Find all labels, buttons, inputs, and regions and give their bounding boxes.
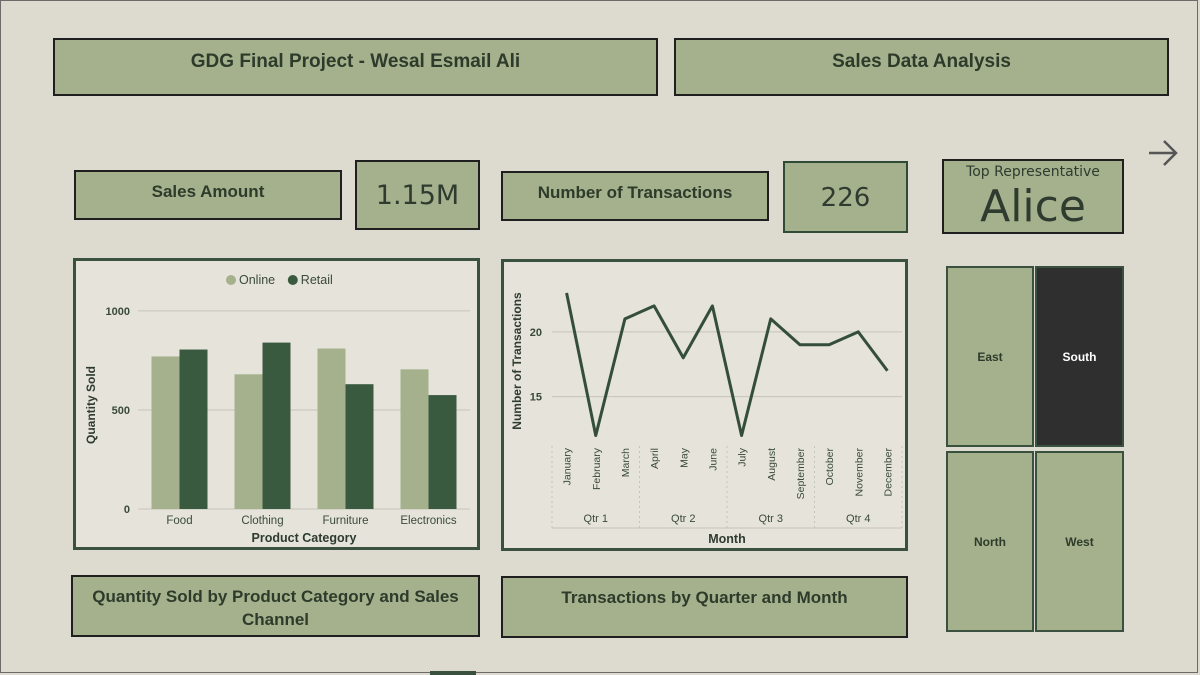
bar-retail — [179, 349, 208, 509]
bar-online — [234, 374, 263, 509]
month-label: January — [562, 447, 574, 485]
line-chart-caption-box: Transactions by Quarter and Month — [501, 576, 908, 638]
x-tick-label: Furniture — [322, 515, 368, 527]
bar-retail — [345, 384, 374, 509]
month-label: August — [766, 448, 778, 481]
region-label: South — [1062, 349, 1097, 364]
project-title-box: GDG Final Project - Wesal Esmail Ali — [53, 38, 658, 96]
bar-chart-caption: Quantity Sold by Product Category and Sa… — [92, 587, 459, 629]
month-label: July — [737, 447, 749, 466]
bar-chart-caption-box: Quantity Sold by Product Category and Sa… — [71, 575, 480, 637]
quarter-label: Qtr 1 — [584, 513, 608, 525]
region-tile-north[interactable]: North — [946, 451, 1034, 632]
region-tile-east[interactable]: East — [946, 266, 1034, 447]
dashboard-title-box: Sales Data Analysis — [674, 38, 1169, 96]
month-label: April — [649, 448, 661, 469]
arrow-right-icon[interactable] — [1146, 138, 1180, 168]
legend-marker-online — [226, 275, 236, 285]
project-title: GDG Final Project - Wesal Esmail Ali — [190, 51, 521, 72]
month-label: May — [678, 447, 690, 468]
x-tick-label: Food — [166, 515, 192, 527]
quarter-label: Qtr 2 — [671, 513, 695, 525]
legend-label: Online — [239, 273, 275, 287]
top-rep-value: Alice — [980, 181, 1086, 232]
y-axis-title: Quantity Sold — [84, 366, 98, 444]
line-chart-caption: Transactions by Quarter and Month — [561, 588, 848, 607]
legend-label: Retail — [301, 273, 333, 287]
page-tab-indicator[interactable] — [430, 671, 476, 675]
bar-online — [400, 369, 429, 509]
region-label: East — [977, 349, 1003, 364]
region-label: North — [974, 534, 1006, 549]
month-label: October — [824, 448, 836, 486]
y-tick-label: 500 — [112, 405, 130, 417]
region-label: West — [1065, 534, 1094, 549]
transactions-label-box: Number of Transactions — [501, 171, 769, 221]
month-label: February — [591, 447, 603, 490]
month-label: March — [620, 448, 632, 477]
region-tile-south[interactable]: South — [1035, 266, 1124, 447]
month-label: November — [853, 447, 865, 496]
transactions-value: 226 — [820, 183, 871, 213]
x-axis-title: Product Category — [252, 531, 357, 545]
top-rep-label: Top Representative — [966, 164, 1100, 180]
bar-retail — [428, 395, 457, 509]
x-tick-label: Clothing — [241, 515, 283, 527]
y-tick-label: 0 — [124, 504, 130, 516]
sales-amount-label: Sales Amount — [151, 182, 265, 201]
quarter-label: Qtr 3 — [759, 513, 783, 525]
bar-chart-panel: 0 500 1000 Food Clothing Furniture Electronics… — [73, 258, 480, 550]
dashboard-title: Sales Data Analysis — [832, 51, 1011, 72]
region-tile-west[interactable]: West — [1035, 451, 1124, 632]
bar-online — [151, 356, 180, 509]
series-line — [565, 292, 889, 438]
sales-amount-value: 1.15M — [375, 180, 460, 211]
x-tick-label: Electronics — [400, 515, 456, 527]
top-rep-card: Top Representative Alice — [942, 159, 1124, 234]
bar-retail — [262, 342, 291, 509]
sales-amount-card: 1.15M — [355, 160, 480, 230]
bar-online — [317, 348, 346, 509]
y-axis-title: Number of Transactions — [510, 292, 524, 430]
y-tick-label: 15 — [530, 392, 542, 404]
month-label: June — [707, 448, 719, 471]
transactions-label: Number of Transactions — [537, 183, 733, 202]
y-tick-label: 1000 — [106, 306, 130, 318]
x-axis-title: Month — [708, 532, 745, 546]
quarter-label: Qtr 4 — [846, 513, 870, 525]
sales-amount-label-box: Sales Amount — [74, 170, 342, 220]
transactions-card: 226 — [783, 161, 908, 233]
legend-marker-retail — [287, 275, 298, 285]
bar-chart: 0 500 1000 Food Clothing Furniture Electronics… — [84, 273, 470, 545]
y-tick-label: 20 — [530, 327, 542, 339]
line-chart: 15 20 January February March April May June July… — [510, 292, 903, 546]
month-label: September — [795, 448, 807, 500]
line-chart-panel: 15 20 January February March April May June July… — [501, 259, 908, 551]
month-label: December — [882, 447, 894, 496]
